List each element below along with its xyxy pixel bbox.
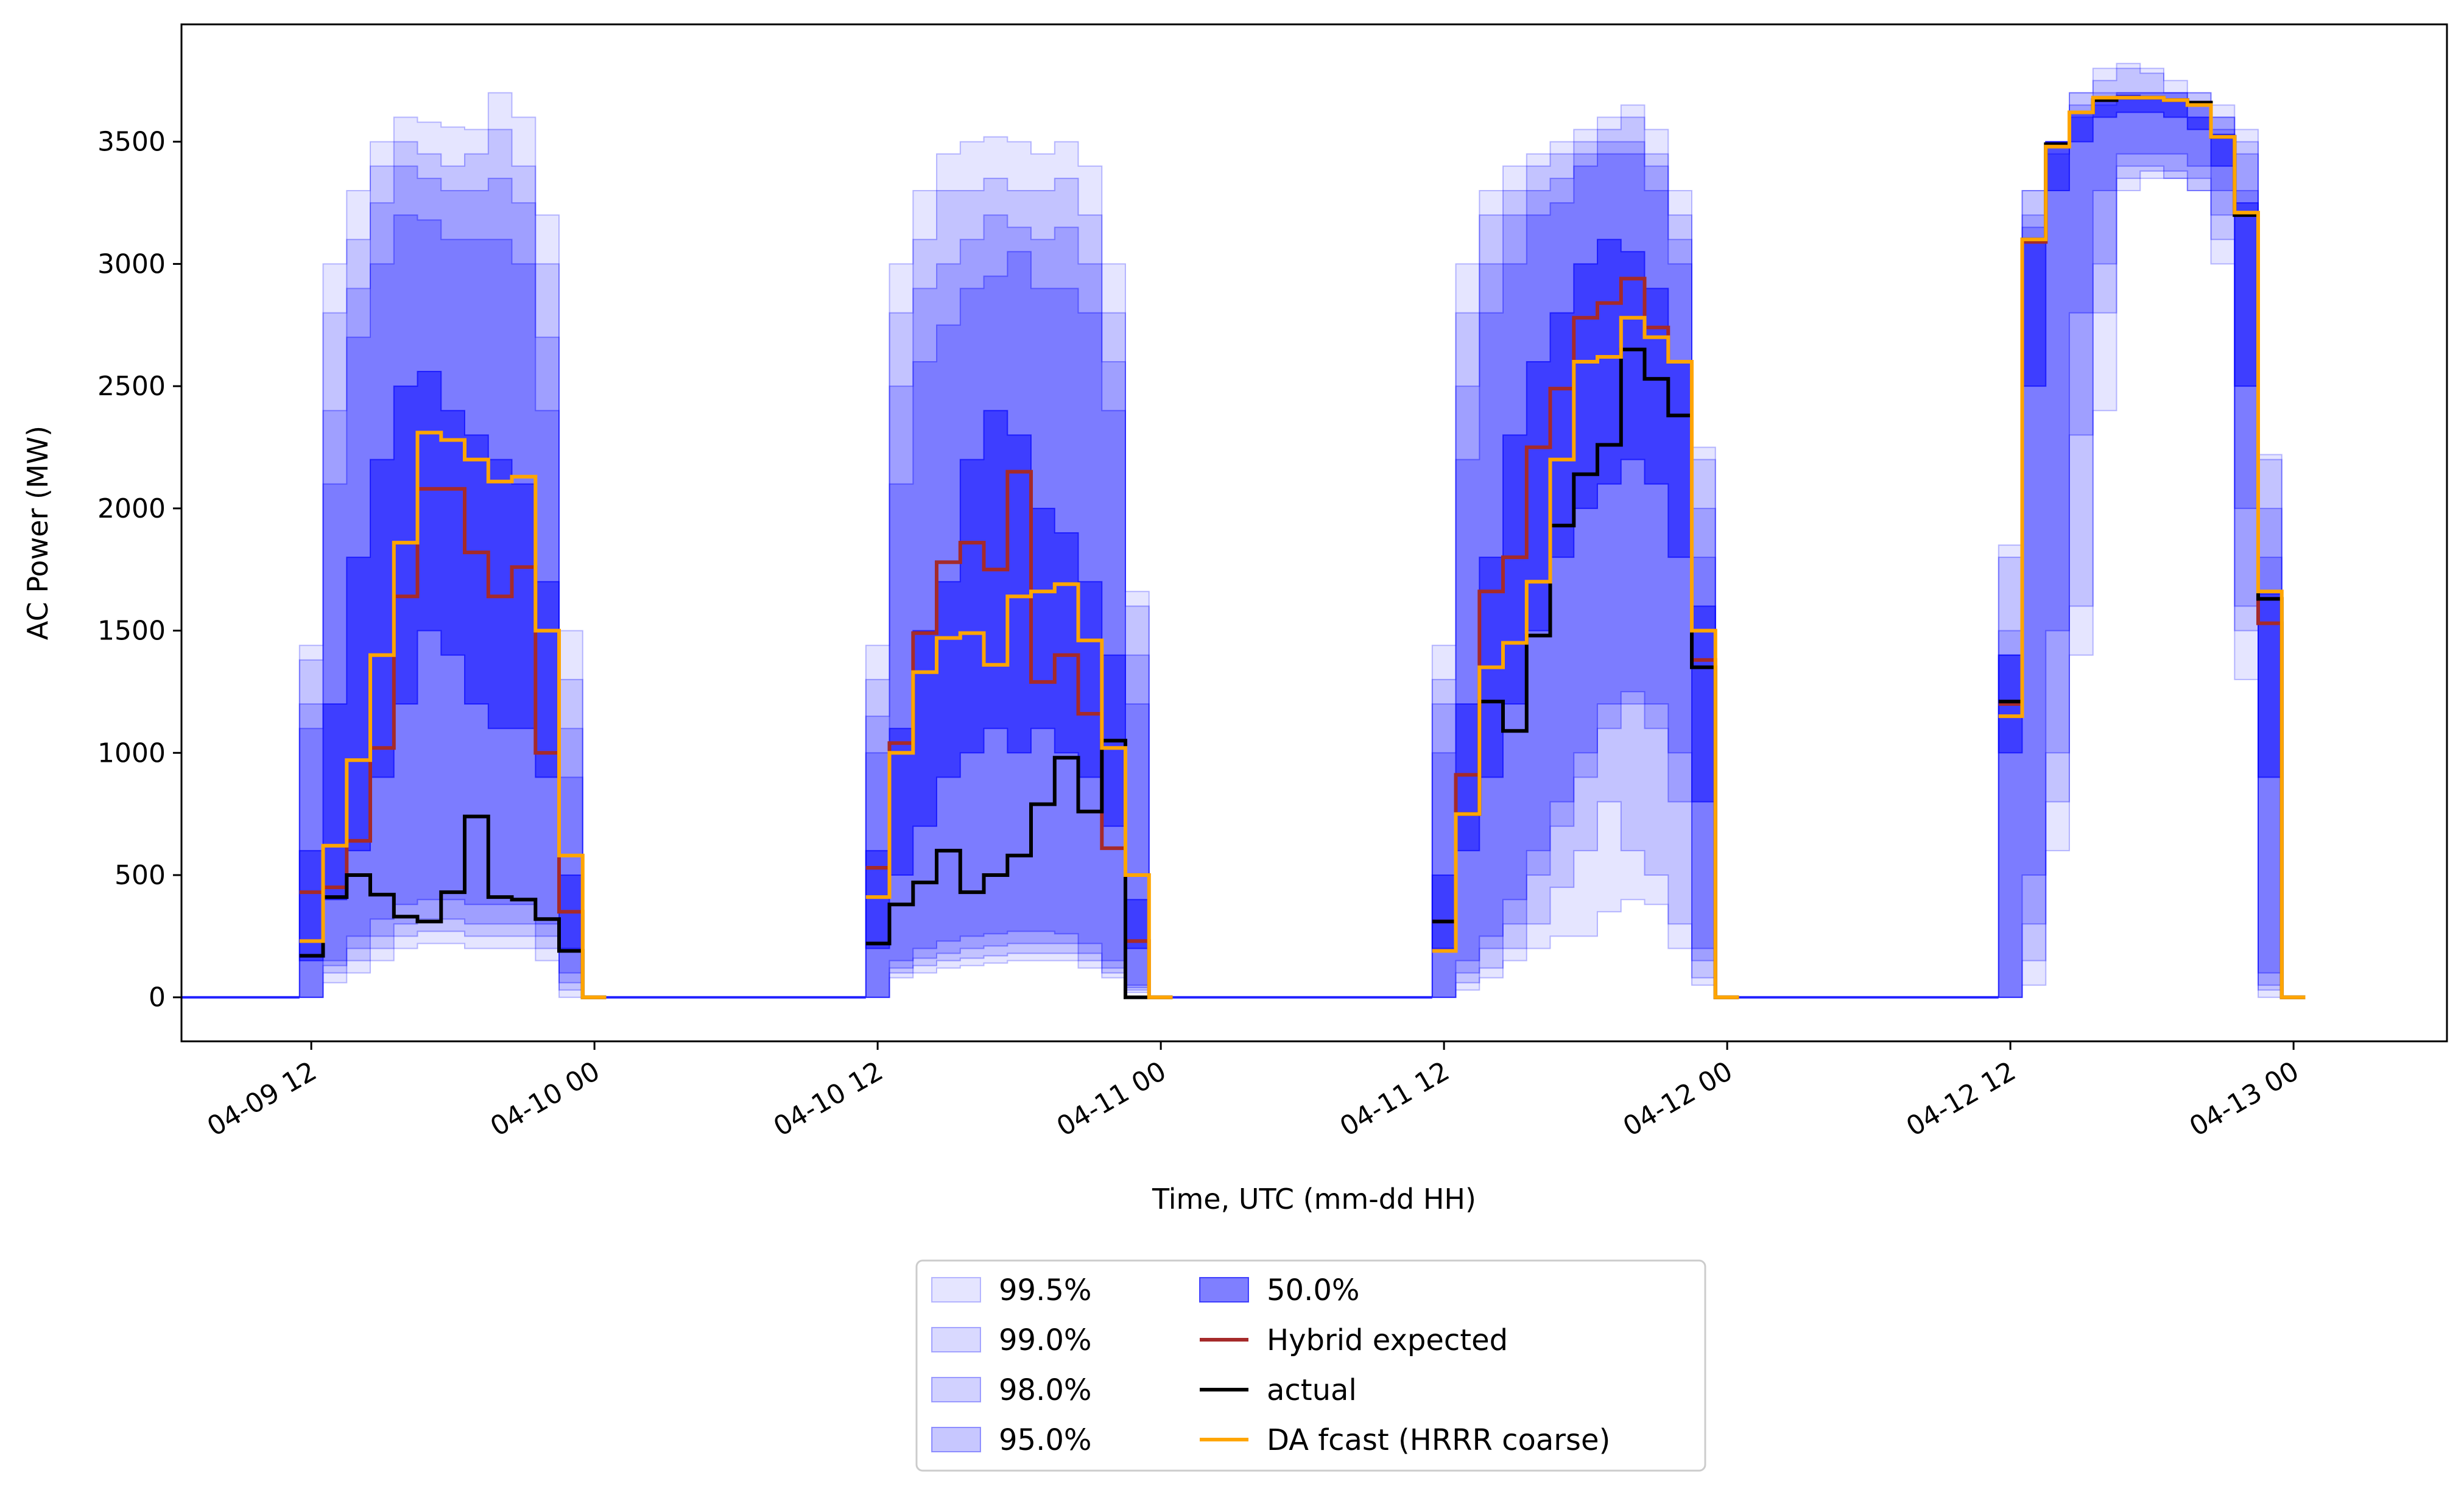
line-da-fcast-day-1 — [299, 431, 607, 999]
x-tick-label: 04-10 00 — [485, 1055, 605, 1142]
line-da-fcast-day-3 — [1432, 315, 1739, 999]
confidence-bands — [298, 63, 2306, 998]
x-tick-label: 04-09 12 — [202, 1055, 322, 1142]
line-hybrid-day-2 — [865, 470, 1173, 999]
x-axis: 04-09 12 04-10 00 04-10 12 04-11 00 04-11 12… — [202, 1041, 2304, 1142]
legend-label: 99.5% — [999, 1273, 1091, 1307]
x-tick-label: 04-12 00 — [1618, 1055, 1738, 1142]
line-actual-day-3 — [1432, 347, 1739, 999]
y-tick-label: 2000 — [97, 493, 166, 524]
y-tick-label: 3000 — [97, 248, 166, 280]
line-da-fcast-day-4 — [1998, 96, 2306, 999]
legend-label: DA fcast (HRRR coarse) — [1267, 1423, 1610, 1457]
legend-label: 99.0% — [999, 1323, 1091, 1357]
band-band-50-day-1 — [298, 371, 607, 998]
line-actual-day-1 — [299, 814, 607, 999]
line-da-fcast-day-2 — [865, 582, 1173, 999]
legend-swatch — [931, 1277, 981, 1303]
x-tick-label: 04-10 12 — [769, 1055, 889, 1142]
x-tick-label: 04-11 00 — [1052, 1055, 1172, 1142]
x-tick-label: 04-12 12 — [1901, 1055, 2021, 1142]
plot-frame — [180, 23, 2448, 1043]
legend-label: 95.0% — [999, 1423, 1091, 1457]
legend-swatch — [931, 1377, 981, 1402]
y-tick-label: 3500 — [97, 127, 166, 158]
x-axis-label: Time, UTC (mm-dd HH) — [1152, 1183, 1476, 1215]
y-tick-label: 1500 — [97, 616, 166, 647]
legend-label: 98.0% — [999, 1373, 1091, 1407]
y-axis-label: AC Power (MW) — [21, 426, 54, 640]
y-tick-label: 0 — [149, 982, 166, 1013]
forecast-lines — [299, 96, 2306, 999]
x-tick-label: 04-11 12 — [1335, 1055, 1455, 1142]
y-axis: 0 500 1000 1500 2000 2500 3000 3500 — [97, 127, 181, 1013]
legend-swatch — [1199, 1277, 1249, 1303]
y-tick-label: 500 — [114, 860, 166, 891]
legend-swatch — [931, 1327, 981, 1353]
legend-frame — [915, 1259, 1706, 1472]
legend-label: actual — [1267, 1373, 1357, 1407]
legend-label: 50.0% — [1267, 1273, 1359, 1307]
y-tick-label: 2500 — [97, 371, 166, 402]
legend: 99.5% 99.0% 98.0% 95.0% 50.0% Hybrid expected… — [915, 1259, 1706, 1472]
x-tick-label: 04-13 00 — [2184, 1055, 2304, 1142]
legend-label: Hybrid expected — [1267, 1323, 1508, 1357]
y-tick-label: 1000 — [97, 737, 166, 769]
legend-swatch — [931, 1427, 981, 1452]
